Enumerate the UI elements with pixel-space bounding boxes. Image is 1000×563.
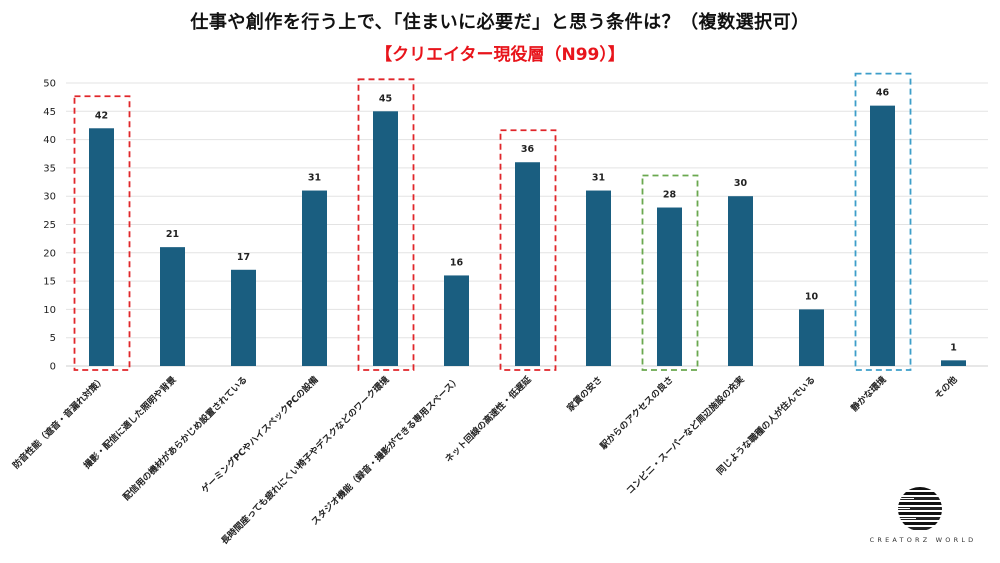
data-label: 16 xyxy=(450,257,464,268)
y-tick-label: 5 xyxy=(50,333,56,344)
data-label: 45 xyxy=(379,93,392,104)
highlight-boxes xyxy=(73,72,912,371)
bar xyxy=(160,247,185,366)
x-axis-label: 配信用の機材があらかじめ設置されている xyxy=(120,374,249,503)
highlight-box-green xyxy=(641,174,699,371)
data-labels: 42 21 17 31 45 16 36 31 28 30 10 46 1 xyxy=(95,88,957,354)
y-tick-label: 15 xyxy=(43,277,56,288)
x-axis-label: その他 xyxy=(932,374,960,402)
bar xyxy=(444,275,469,366)
data-label: 10 xyxy=(805,291,819,302)
gridlines xyxy=(66,82,988,367)
bar xyxy=(373,111,398,366)
data-label: 30 xyxy=(734,178,748,189)
x-axis-label: コンビニ・スーパーなど周辺施設の充実 xyxy=(624,374,747,497)
y-tick-label: 50 xyxy=(43,79,56,90)
data-label: 46 xyxy=(876,88,890,99)
bar xyxy=(799,309,824,366)
data-label: 36 xyxy=(521,144,535,155)
bars xyxy=(89,105,966,366)
bar xyxy=(941,360,966,366)
x-axis-label: 静かな環境 xyxy=(848,374,888,414)
logo-text: CREATORZ WORLD xyxy=(869,536,977,544)
x-axis-label: 家賃の安さ xyxy=(564,374,604,414)
data-label: 31 xyxy=(592,173,605,184)
y-tick-label: 0 xyxy=(50,362,56,373)
bar xyxy=(870,105,895,366)
chart-title: 仕事や創作を行う上で、「住まいに必要だ」と思う条件は？（複数選択可） xyxy=(190,12,810,33)
data-label: 42 xyxy=(95,110,108,121)
bar xyxy=(728,196,753,366)
data-label: 21 xyxy=(166,229,179,240)
y-tick-label: 20 xyxy=(43,248,56,259)
bar xyxy=(657,207,682,366)
data-label: 1 xyxy=(950,342,957,353)
bar xyxy=(586,190,611,366)
bar xyxy=(231,269,256,366)
y-tick-label: 40 xyxy=(43,135,56,146)
data-label: 17 xyxy=(237,252,250,263)
x-axis-label: 長時間座っても疲れにくい椅子やデスクなどのワーク環境 xyxy=(218,374,391,547)
data-label: 28 xyxy=(663,190,677,201)
y-tick-label: 10 xyxy=(43,305,56,316)
y-tick-label: 45 xyxy=(43,107,56,118)
highlight-box-red xyxy=(499,129,557,371)
striped-globe-icon xyxy=(898,487,942,530)
highlight-box-blue xyxy=(854,72,912,371)
x-axis-label: スタジオ機能（録音・撮影ができる専用スペース） xyxy=(309,374,463,528)
chart-subtitle: 【クリエイター現役層（N99）】 xyxy=(375,45,625,65)
bar xyxy=(515,162,540,366)
x-axis-label: ゲーミングPCやハイスペックPCの設備 xyxy=(199,374,321,496)
y-axis: 0 5 10 15 20 25 30 35 40 45 50 xyxy=(43,79,56,373)
bar xyxy=(302,190,327,366)
highlight-box-red xyxy=(73,95,131,371)
y-tick-label: 35 xyxy=(43,163,56,174)
x-axis-labels: 防音性能（遮音・音漏れ対策）撮影・配信に適した照明や背景配信用の機材があらかじめ… xyxy=(10,373,960,547)
x-axis-label: 駅からのアクセスの良さ xyxy=(597,374,675,452)
y-tick-label: 25 xyxy=(43,220,56,231)
y-tick-label: 30 xyxy=(43,192,56,203)
highlight-box-red xyxy=(357,78,415,371)
bar xyxy=(89,128,114,366)
data-label: 31 xyxy=(308,173,321,184)
creatorz-world-logo: CREATORZ WORLD xyxy=(858,478,988,548)
